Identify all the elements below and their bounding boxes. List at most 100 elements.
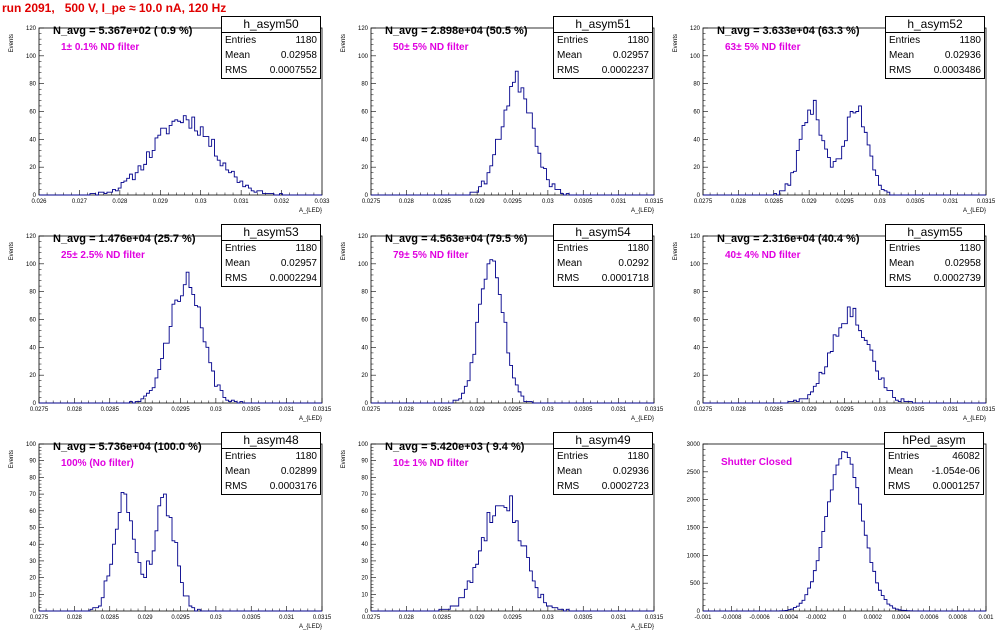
y-tick-label: 500 <box>690 581 701 587</box>
stats-mean-label: Mean <box>889 50 915 61</box>
x-axis-title: A_{LED} <box>299 416 322 422</box>
x-tick-label: 0.0315 <box>313 615 332 621</box>
stats-mean-label: Mean <box>557 50 583 61</box>
stats-entries-label: Entries <box>225 35 257 46</box>
navg-label: N_avg = 1.476e+04 (25.7 %) <box>53 233 196 245</box>
x-tick-label: 0.029 <box>138 615 154 621</box>
x-tick-label: 0.0305 <box>906 407 925 413</box>
filter-label: 63± 5% ND filter <box>725 42 801 53</box>
histogram-line <box>371 495 654 612</box>
y-tick-label: 10 <box>29 592 36 598</box>
stats-row-mean: Mean 0.02958 <box>886 256 984 271</box>
x-tick-label: 0.031 <box>943 199 959 205</box>
histogram-pad-h_asym51: 0.0275 0.028 0.0285 0.029 0.0295 0.03 0.0305 0.… <box>332 12 664 219</box>
histogram-pad-h_asym53: 0.0275 0.028 0.0285 0.029 0.0295 0.03 0.0305 0.… <box>0 220 332 427</box>
x-axis-title: A_{LED} <box>299 624 322 630</box>
stats-rms-value: 0.0003486 <box>933 65 981 76</box>
stats-rms-value: 0.0002237 <box>601 65 649 76</box>
stats-row-entries: Entries 1180 <box>222 241 320 256</box>
stats-mean-label: Mean <box>557 466 583 477</box>
x-tick-label: 0.029 <box>153 199 169 205</box>
y-tick-label: 40 <box>361 345 368 351</box>
x-tick-label: 0.028 <box>399 615 415 621</box>
histogram-pad-h_asym55: 0.0275 0.028 0.0285 0.029 0.0295 0.03 0.0305 0.… <box>664 220 996 427</box>
y-tick-label: 30 <box>361 559 368 565</box>
y-tick-label: 70 <box>361 492 368 498</box>
y-tick-label: 1000 <box>687 553 701 559</box>
stats-name: h_asym52 <box>886 17 984 33</box>
stats-box: h_asym48 Entries 1180 Mean 0.02899 RMS 0.00031… <box>221 432 321 495</box>
x-tick-label: 0.029 <box>802 407 818 413</box>
stats-box: h_asym53 Entries 1180 Mean 0.02957 RMS 0.00022… <box>221 224 321 287</box>
y-tick-label: 80 <box>29 82 36 88</box>
histogram-line <box>39 271 322 404</box>
stats-mean-value: 0.02899 <box>280 466 317 477</box>
x-tick-label: 0.0285 <box>433 407 452 413</box>
x-tick-label: 0.0295 <box>835 407 854 413</box>
y-tick-label: 60 <box>361 110 368 116</box>
x-axis-title: A_{LED} <box>299 208 322 214</box>
x-tick-label: 0.0295 <box>171 615 190 621</box>
x-tick-label: 0.031 <box>611 615 627 621</box>
y-tick-label: 10 <box>361 592 368 598</box>
stats-rms-label: RMS <box>557 481 580 492</box>
y-axis-title: Events <box>673 34 679 52</box>
stats-rms-value: 0.0001718 <box>601 273 649 284</box>
stats-rms-value: 0.0007552 <box>269 65 317 76</box>
stats-entries-value: 1180 <box>959 243 981 254</box>
page-title: run 2091, 500 V, I_pe ≈ 10.0 nA, 120 Hz <box>2 1 227 15</box>
x-tick-label: 0.0275 <box>362 615 381 621</box>
stats-row-entries: Entries 46082 <box>885 449 983 464</box>
y-tick-label: 60 <box>29 318 36 324</box>
x-tick-label: 0.031 <box>611 199 627 205</box>
x-tick-label: 0.0006 <box>920 615 939 621</box>
navg-label: N_avg = 5.420e+03 ( 9.4 %) <box>385 441 525 453</box>
filter-label: 100% (No filter) <box>61 458 134 469</box>
stats-rms-label: RMS <box>557 273 580 284</box>
y-tick-label: 120 <box>690 234 701 240</box>
histogram-plot: 0.0275 0.028 0.0285 0.029 0.0295 0.03 0.0305 0.… <box>9 442 332 630</box>
x-tick-label: 0.031 <box>943 407 959 413</box>
stats-entries-value: 1180 <box>295 35 317 46</box>
stats-row-rms: RMS 0.0002723 <box>554 479 652 494</box>
x-tick-label: 0.0305 <box>906 199 925 205</box>
x-tick-label: 0.028 <box>67 407 83 413</box>
histogram-line <box>703 451 986 612</box>
y-tick-label: 20 <box>693 165 700 171</box>
stats-row-rms: RMS 0.0002237 <box>554 63 652 78</box>
x-axis-title: A_{LED} <box>631 208 654 214</box>
y-axis-title: Events <box>9 34 15 52</box>
histogram-line <box>703 99 986 196</box>
y-axis-title: Events <box>341 242 347 260</box>
x-tick-label: 0.0305 <box>574 407 593 413</box>
x-tick-label: 0.028 <box>731 407 747 413</box>
stats-row-entries: Entries 1180 <box>886 33 984 48</box>
y-tick-label: 1500 <box>687 526 701 532</box>
x-tick-label: 0.028 <box>112 199 128 205</box>
x-axis-title: A_{LED} <box>963 208 986 214</box>
stats-mean-label: Mean <box>225 258 251 269</box>
y-tick-label: 60 <box>29 509 36 515</box>
stats-entries-label: Entries <box>889 243 921 254</box>
stats-row-mean: Mean 0.02936 <box>554 464 652 479</box>
stats-mean-label: Mean <box>557 258 583 269</box>
x-tick-label: 0.03 <box>874 199 886 205</box>
x-tick-label: 0.0285 <box>101 407 120 413</box>
stats-row-mean: Mean -1.054e-06 <box>885 464 983 479</box>
y-tick-label: 90 <box>29 459 36 465</box>
navg-label: N_avg = 5.736e+04 (100.0 %) <box>53 441 202 453</box>
stats-box: h_asym50 Entries 1180 Mean 0.02958 RMS 0.00075… <box>221 16 321 79</box>
y-tick-label: 40 <box>693 137 700 143</box>
stats-row-rms: RMS 0.0003486 <box>886 63 984 78</box>
y-tick-label: 80 <box>29 290 36 296</box>
y-tick-label: 0 <box>697 609 701 615</box>
y-tick-label: 20 <box>29 576 36 582</box>
stats-row-mean: Mean 0.02899 <box>222 464 320 479</box>
x-tick-label: 0.0008 <box>949 615 968 621</box>
x-tick-label: 0.03 <box>542 199 554 205</box>
stats-row-entries: Entries 1180 <box>886 241 984 256</box>
histogram-plot: 0.0275 0.028 0.0285 0.029 0.0295 0.03 0.0305 0.… <box>673 234 996 422</box>
stats-entries-value: 46082 <box>952 451 980 462</box>
stats-box: hPed_asym Entries 46082 Mean -1.054e-06 RMS 0.… <box>884 432 984 495</box>
filter-label: 25± 2.5% ND filter <box>61 250 145 261</box>
